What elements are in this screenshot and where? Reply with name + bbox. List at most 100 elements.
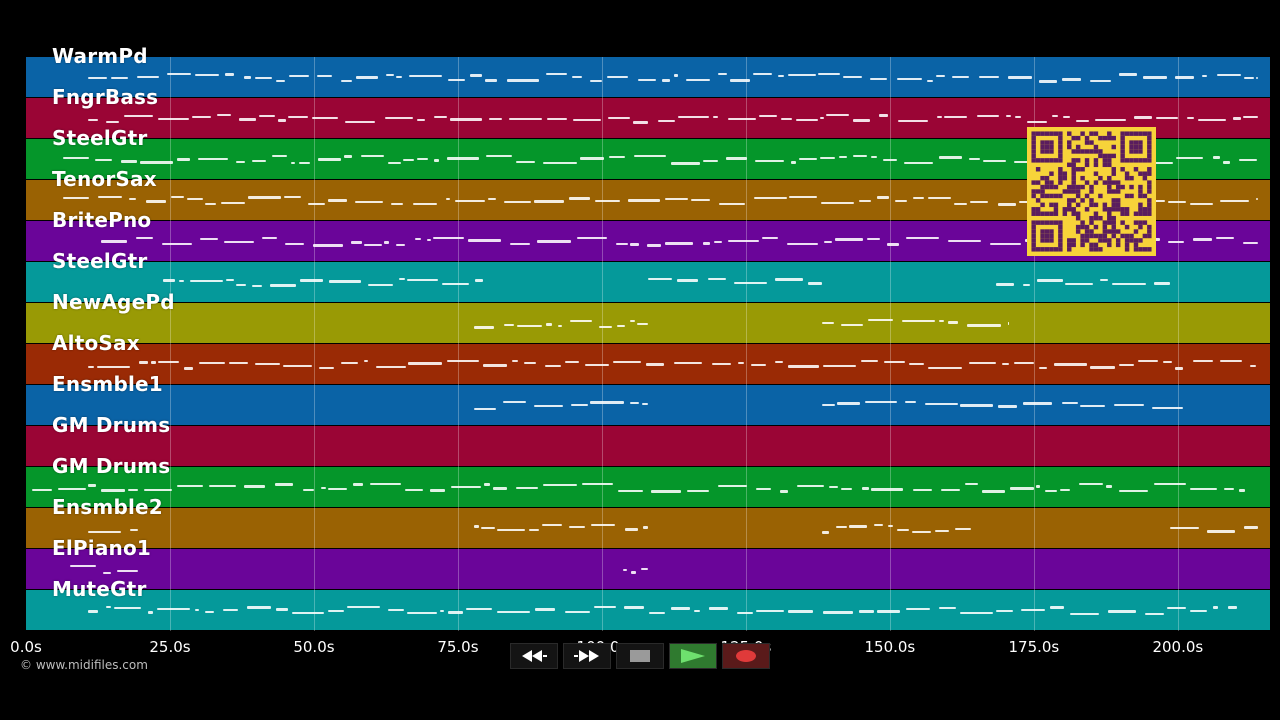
track-row[interactable] — [26, 344, 1270, 385]
tick-label: 50.0s — [293, 638, 335, 656]
track-row[interactable] — [26, 385, 1270, 426]
note-bar — [823, 241, 833, 243]
note-bar — [102, 572, 112, 574]
note-bar — [877, 610, 901, 613]
note-bar — [105, 121, 119, 123]
note-bar — [822, 531, 830, 534]
track-row[interactable] — [26, 467, 1270, 508]
note-bar — [416, 158, 429, 160]
track-row[interactable] — [26, 549, 1270, 590]
play-button[interactable] — [669, 643, 717, 669]
note-bar — [734, 282, 768, 284]
track-row[interactable] — [26, 590, 1270, 631]
note-bar — [283, 196, 301, 198]
note-bar — [616, 325, 626, 327]
note-bar — [606, 76, 629, 78]
note-bar — [396, 76, 402, 78]
note-bar — [130, 529, 138, 531]
note-bar — [511, 360, 518, 362]
note-bar — [751, 364, 767, 366]
track-row[interactable] — [26, 426, 1270, 467]
note-bar — [369, 483, 402, 485]
note-bar — [1133, 116, 1152, 119]
note-bar — [1152, 407, 1183, 409]
note-bar — [350, 241, 362, 244]
note-bar — [822, 611, 854, 614]
note-bar — [896, 529, 909, 531]
note-bar — [470, 74, 483, 77]
note-bar — [197, 158, 228, 160]
note-bar — [291, 612, 325, 614]
piano-roll — [26, 57, 1270, 631]
note-bar — [409, 75, 442, 77]
note-bar — [271, 155, 288, 157]
track-row[interactable] — [26, 57, 1270, 98]
track-row[interactable] — [26, 508, 1270, 549]
note-bar — [861, 360, 878, 362]
note-bar — [97, 196, 122, 198]
note-bar — [88, 366, 95, 368]
note-bar — [120, 160, 138, 163]
note-bar — [542, 484, 577, 486]
note-bar — [636, 323, 648, 325]
note-bar — [544, 365, 562, 367]
note-bar — [195, 609, 200, 611]
note-bar — [523, 362, 536, 364]
note-bar — [796, 485, 825, 487]
track-label: AltoSax — [52, 331, 140, 355]
note-bar — [404, 489, 424, 491]
note-bar — [485, 79, 498, 82]
note-bar — [1089, 366, 1115, 369]
note-bar — [1095, 119, 1126, 121]
note-bar — [630, 402, 639, 404]
note-bar — [183, 367, 194, 370]
note-bar — [1118, 364, 1135, 366]
note-bar — [1105, 485, 1113, 488]
tick-label: 200.0s — [1152, 638, 1204, 656]
note-bar — [1143, 76, 1167, 79]
note-bar — [969, 201, 989, 203]
note-bar — [1243, 116, 1258, 118]
note-bar — [510, 243, 531, 245]
note-bar — [244, 485, 266, 488]
note-bar — [648, 278, 672, 280]
note-bar — [911, 531, 931, 533]
note-bar — [439, 610, 445, 612]
note-bar — [1198, 119, 1226, 121]
note-bar — [391, 203, 404, 205]
track-row[interactable] — [26, 262, 1270, 303]
note-bar — [707, 278, 727, 280]
note-bar — [328, 610, 345, 612]
note-bar — [852, 155, 868, 157]
note-bar — [407, 279, 438, 281]
note-bar — [529, 529, 540, 531]
note-bar — [887, 243, 900, 246]
rewind-button[interactable] — [510, 643, 558, 669]
note-bar — [139, 361, 149, 364]
note-bar — [496, 611, 531, 613]
note-bar — [968, 362, 996, 364]
note-bar — [883, 159, 898, 161]
note-bar — [589, 80, 602, 82]
fast-forward-button[interactable] — [563, 643, 611, 669]
note-bar — [341, 80, 353, 82]
note-bar — [1119, 490, 1149, 492]
note-bar — [888, 525, 893, 527]
note-bar — [162, 279, 175, 282]
note-bar — [843, 76, 862, 78]
note-bar — [1090, 80, 1111, 82]
note-bar — [779, 490, 789, 493]
stop-button[interactable] — [616, 643, 664, 669]
note-bar — [387, 162, 401, 164]
note-bar — [216, 114, 231, 116]
note-bar — [673, 74, 679, 77]
note-bar — [288, 75, 310, 77]
note-bar — [796, 119, 818, 121]
record-button[interactable] — [722, 643, 770, 669]
note-bar — [449, 118, 482, 121]
note-bar — [677, 116, 709, 118]
note-bar — [252, 285, 263, 287]
track-label: GM Drums — [52, 454, 171, 478]
note-bar — [686, 490, 709, 492]
track-row[interactable] — [26, 303, 1270, 344]
